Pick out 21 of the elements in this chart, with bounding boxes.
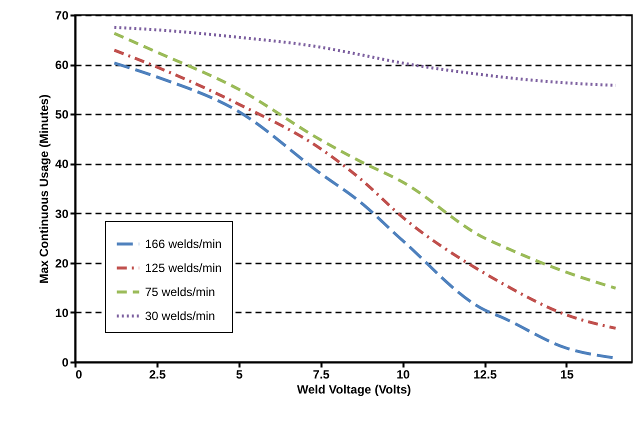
y-tick-label: 50	[55, 108, 69, 122]
y-tick-label: 70	[55, 8, 69, 22]
x-tick-label: 0	[76, 368, 82, 382]
legend-label: 75 welds/min	[145, 285, 216, 299]
x-tick-label: 12.5	[473, 368, 498, 382]
y-tick-label: 10	[55, 306, 69, 320]
legend-label: 30 welds/min	[145, 309, 216, 323]
y-tick-label: 0	[62, 356, 69, 370]
y-tick-label: 60	[55, 58, 69, 72]
legend-label: 166 welds/min	[145, 237, 222, 251]
x-tick-label: 10	[396, 368, 410, 382]
x-tick-label: 5	[236, 368, 243, 382]
y-axis-title: Max Continuous Usage (Minutes)	[37, 94, 52, 284]
y-tick-label: 20	[55, 256, 69, 270]
x-tick-label: 7.5	[312, 368, 330, 382]
y-tick-label: 30	[55, 206, 69, 221]
x-axis-title: Weld Voltage (Volts)	[296, 382, 412, 396]
x-tick-label: 2.5	[149, 368, 166, 382]
x-tick-label: 15	[560, 368, 574, 382]
y-tick-label: 40	[55, 157, 69, 172]
legend-label: 125 welds/min	[145, 261, 222, 275]
